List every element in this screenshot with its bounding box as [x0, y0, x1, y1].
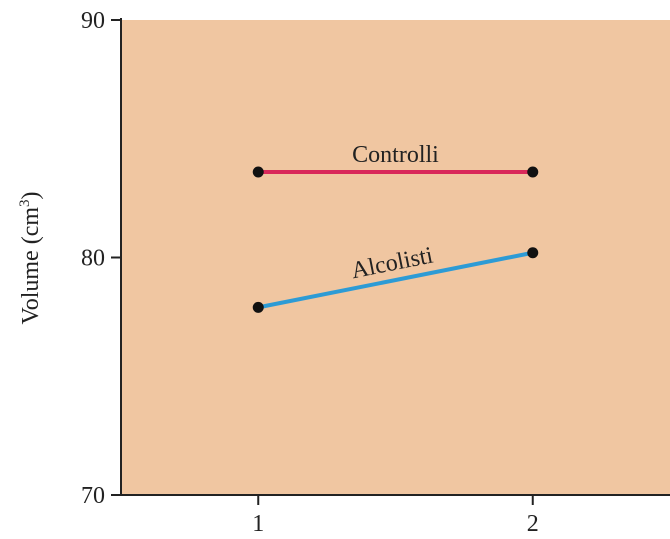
y-tick-label: 70 — [81, 483, 105, 509]
series-line-alcolisti — [257, 250, 534, 310]
ticks-layer: 70 80 90 1 2 — [81, 8, 539, 537]
data-point-alcolisti — [252, 301, 264, 313]
data-point-alcolisti — [527, 247, 539, 259]
x-tick-label: 1 — [252, 511, 264, 537]
plot-background — [121, 20, 670, 495]
y-axis-title: Volume (cm3) — [17, 191, 44, 324]
y-axis-title-text: Volume (cm — [18, 207, 44, 325]
x-tick-label: 2 — [527, 511, 539, 537]
data-point-controlli — [527, 166, 539, 178]
data-point-controlli — [252, 166, 264, 178]
y-tick-label: 90 — [81, 8, 105, 34]
series-label-controlli: Controlli — [352, 142, 439, 168]
y-axis-title-superscript: 3 — [17, 199, 33, 207]
y-axis-title-suffix: ) — [18, 191, 44, 199]
y-tick-label: 80 — [81, 246, 105, 272]
